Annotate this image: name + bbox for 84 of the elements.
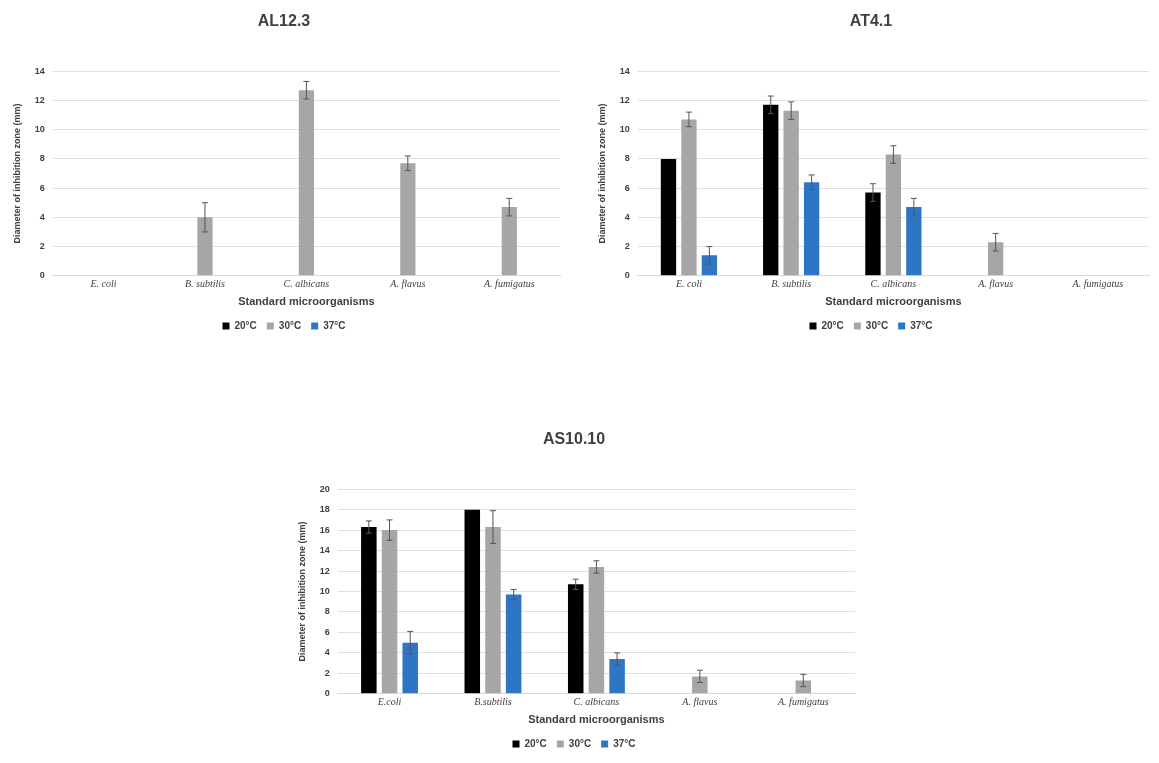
x-tick-label: A. flavus	[977, 278, 1014, 290]
x-tick-label: A. fumigatus	[1071, 278, 1124, 290]
bar	[588, 566, 605, 694]
y-tick-label: 10	[319, 585, 330, 596]
y-tick-label: 8	[39, 153, 45, 164]
bar	[987, 242, 1004, 276]
y-tick-label: 8	[324, 606, 330, 617]
bar	[783, 110, 799, 276]
x-tick-label: A. flavus	[389, 278, 426, 290]
x-tick-label: B. subtilis	[771, 278, 812, 290]
chart-title: AS10.10	[542, 430, 606, 448]
x-tick-label: C. albicans	[573, 696, 620, 708]
bar	[361, 527, 377, 694]
bar	[885, 154, 902, 276]
y-tick-label: 14	[34, 65, 45, 76]
y-axis-title: Diameter of inhibition zone (mm)	[596, 103, 607, 244]
chart-title: AT4.1	[849, 12, 893, 30]
x-tick-label: B. subtilis	[184, 278, 226, 290]
x-tick-label: B.subtilis	[474, 696, 512, 708]
bar	[501, 207, 517, 276]
bar	[400, 163, 416, 276]
legend-label: 20°C	[524, 737, 547, 749]
x-tick-label: A. fumigatus	[777, 696, 829, 708]
y-tick-label: 0	[39, 270, 45, 281]
y-tick-label: 8	[624, 153, 630, 164]
legend-label: 30°C	[278, 319, 302, 331]
legend-label: 37°C	[613, 737, 636, 749]
bar	[485, 527, 501, 694]
bar	[865, 192, 881, 276]
y-tick-label: 12	[34, 94, 45, 105]
x-tick-label: A. fumigatus	[483, 278, 535, 290]
y-axis-title: Diameter of inhibition zone (mm)	[296, 521, 307, 662]
bar	[692, 676, 708, 694]
x-tick-label: E.coli	[376, 696, 402, 708]
x-axis-title: Standard microorganisms	[238, 295, 375, 308]
legend-label: 20°C	[234, 319, 257, 331]
y-tick-label: 18	[319, 504, 330, 515]
x-axis-title: Standard microorganisms	[825, 295, 962, 308]
bar	[567, 584, 584, 694]
legend-label: 37°C	[323, 319, 346, 331]
y-tick-label: 14	[619, 65, 630, 76]
legend-label: 37°C	[910, 319, 933, 331]
y-tick-label: 10	[34, 124, 45, 135]
chart-title: AL12.3	[257, 12, 311, 30]
bar	[197, 217, 213, 276]
bar	[763, 104, 779, 276]
bar	[701, 255, 718, 276]
y-tick-label: 10	[619, 124, 630, 135]
y-tick-label: 0	[324, 688, 330, 699]
y-tick-label: 12	[619, 94, 630, 105]
bar	[803, 182, 820, 276]
legend-label: 20°C	[821, 319, 844, 331]
x-tick-label: E. coli	[674, 278, 703, 290]
y-tick-label: 6	[324, 626, 330, 637]
y-tick-label: 4	[624, 211, 630, 222]
legend-label: 30°C	[865, 319, 889, 331]
y-tick-label: 4	[39, 211, 45, 222]
bar	[464, 509, 481, 694]
x-tick-label: A. flavus	[681, 696, 718, 708]
y-tick-label: 2	[624, 241, 630, 252]
bar	[906, 207, 922, 276]
x-axis-title: Standard microorganisms	[528, 713, 665, 726]
x-tick-label: C. albicans	[283, 278, 330, 290]
bar	[402, 642, 418, 694]
bar	[609, 659, 625, 694]
legend-label: 30°C	[568, 737, 592, 749]
y-tick-label: 14	[319, 545, 330, 556]
y-tick-label: 2	[324, 667, 330, 678]
y-tick-label: 6	[39, 182, 45, 193]
bar	[298, 90, 315, 276]
y-tick-label: 0	[624, 270, 630, 281]
y-tick-label: 20	[319, 483, 330, 494]
y-tick-label: 12	[319, 565, 330, 576]
bar	[381, 530, 398, 694]
x-tick-label: E. coli	[89, 278, 117, 290]
y-tick-label: 16	[319, 524, 330, 535]
y-tick-label: 2	[39, 241, 45, 252]
bar	[505, 594, 522, 694]
y-axis-title: Diameter of inhibition zone (mm)	[11, 103, 22, 244]
bar	[681, 119, 697, 276]
bar	[660, 158, 677, 276]
x-tick-label: C. albicans	[870, 278, 917, 290]
y-tick-label: 4	[324, 647, 330, 658]
y-tick-label: 6	[624, 182, 630, 193]
